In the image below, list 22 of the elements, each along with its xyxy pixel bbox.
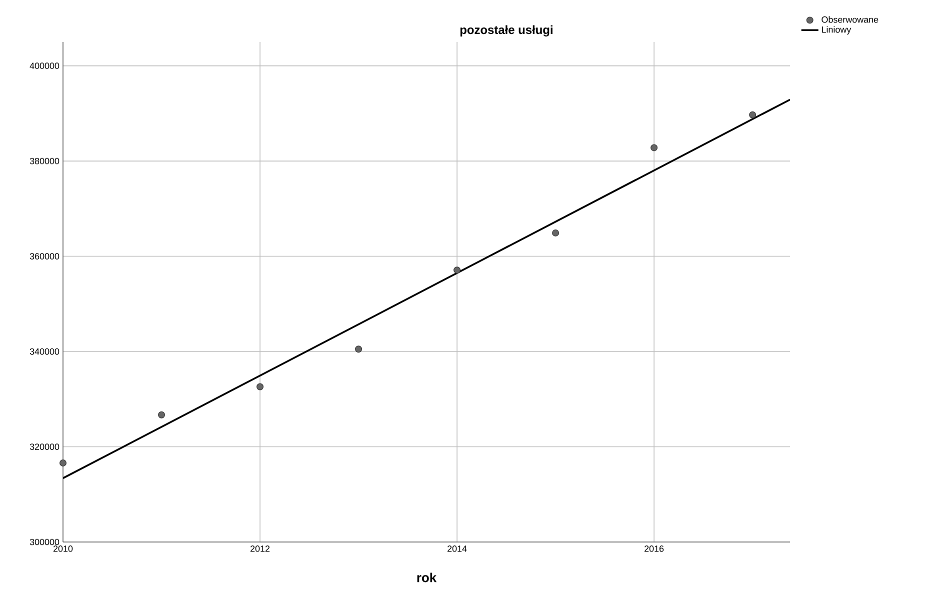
x-tick-label: 2016 — [644, 546, 664, 552]
point — [650, 144, 658, 152]
x-tick-label: 2014 — [448, 546, 467, 552]
legend-label: Obserwowane — [822, 16, 878, 23]
chart-title: pozostałe usługi — [460, 25, 552, 36]
y-tick-label: 380000 — [30, 158, 60, 164]
legend-label: Liniowy — [822, 26, 852, 35]
point — [256, 383, 264, 390]
y-tick-label: 340000 — [30, 348, 60, 355]
y-tick-label: 300000 — [30, 538, 60, 546]
x-axis-title: rok — [417, 572, 437, 582]
x-tick-label: 2010 — [53, 546, 73, 552]
y-tick-label: 360000 — [30, 253, 60, 260]
point — [355, 346, 362, 353]
y-tick-label: 320000 — [30, 444, 60, 450]
point — [158, 411, 165, 418]
point — [552, 229, 560, 236]
point — [454, 266, 461, 274]
point — [749, 111, 756, 118]
y-tick-label: 400000 — [30, 62, 60, 69]
point — [60, 459, 66, 466]
x-tick-label: 2012 — [250, 546, 270, 552]
